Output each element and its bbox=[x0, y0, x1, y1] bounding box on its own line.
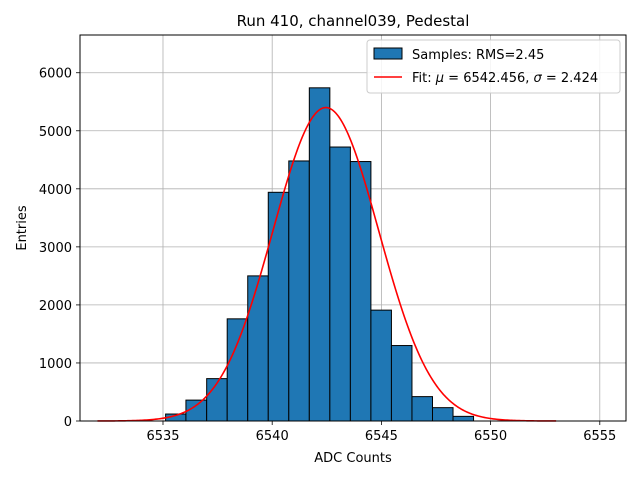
y-axis-label: Entries bbox=[15, 205, 30, 251]
legend: Samples: RMS=2.45 Fit: μ = 6542.456, σ =… bbox=[366, 39, 621, 94]
y-tick-label: 2000 bbox=[39, 299, 72, 314]
legend-samples-label: Samples: RMS=2.45 bbox=[412, 48, 544, 63]
legend-sigma-symbol: σ bbox=[534, 71, 543, 86]
x-tick-label: 6545 bbox=[365, 429, 398, 444]
x-tick-label: 6555 bbox=[583, 429, 616, 444]
y-tick-label: 4000 bbox=[39, 183, 72, 198]
histogram-bar bbox=[226, 318, 249, 422]
legend-samples-swatch bbox=[373, 47, 403, 60]
y-tick-label: 6000 bbox=[39, 67, 72, 82]
histogram-bar bbox=[267, 191, 290, 422]
histogram-bars bbox=[165, 87, 475, 422]
x-tick-label: 6540 bbox=[256, 429, 289, 444]
y-tick-label: 0 bbox=[64, 415, 72, 430]
legend-box bbox=[366, 39, 621, 94]
histogram-bar bbox=[308, 87, 331, 422]
histogram-bar bbox=[411, 396, 433, 422]
histogram-bar bbox=[452, 415, 475, 422]
histogram-bar bbox=[390, 345, 413, 422]
axes-frame bbox=[79, 34, 627, 422]
y-tick-label: 3000 bbox=[39, 241, 72, 256]
y-tick-label: 5000 bbox=[39, 125, 72, 140]
legend-mu-value: = 6542.456, bbox=[444, 71, 533, 86]
x-axis-label: ADC Counts bbox=[314, 451, 392, 466]
chart-title: Run 410, channel039, Pedestal bbox=[237, 12, 470, 30]
x-tick-label: 6535 bbox=[146, 429, 179, 444]
histogram-bar bbox=[370, 309, 392, 422]
histogram-bar bbox=[349, 161, 372, 422]
x-axis-ticks: 6535 6540 6545 6550 6555 bbox=[146, 421, 616, 444]
x-tick-label: 6550 bbox=[474, 429, 507, 444]
histogram-bar bbox=[288, 160, 310, 422]
histogram-bar bbox=[247, 275, 269, 422]
y-axis-ticks: 0 1000 2000 3000 4000 5000 6000 bbox=[39, 67, 80, 430]
legend-mu-symbol: μ bbox=[435, 71, 444, 86]
fit-curve bbox=[97, 106, 557, 422]
histogram-bar bbox=[329, 146, 351, 422]
legend-fit-label: Fit: μ = 6542.456, σ = 2.424 bbox=[412, 71, 598, 86]
histogram-bar bbox=[431, 407, 454, 422]
y-tick-label: 1000 bbox=[39, 357, 72, 372]
legend-fit-prefix: Fit: bbox=[412, 71, 436, 86]
legend-sigma-value: = 2.424 bbox=[542, 71, 598, 86]
histogram-bar bbox=[206, 378, 228, 422]
